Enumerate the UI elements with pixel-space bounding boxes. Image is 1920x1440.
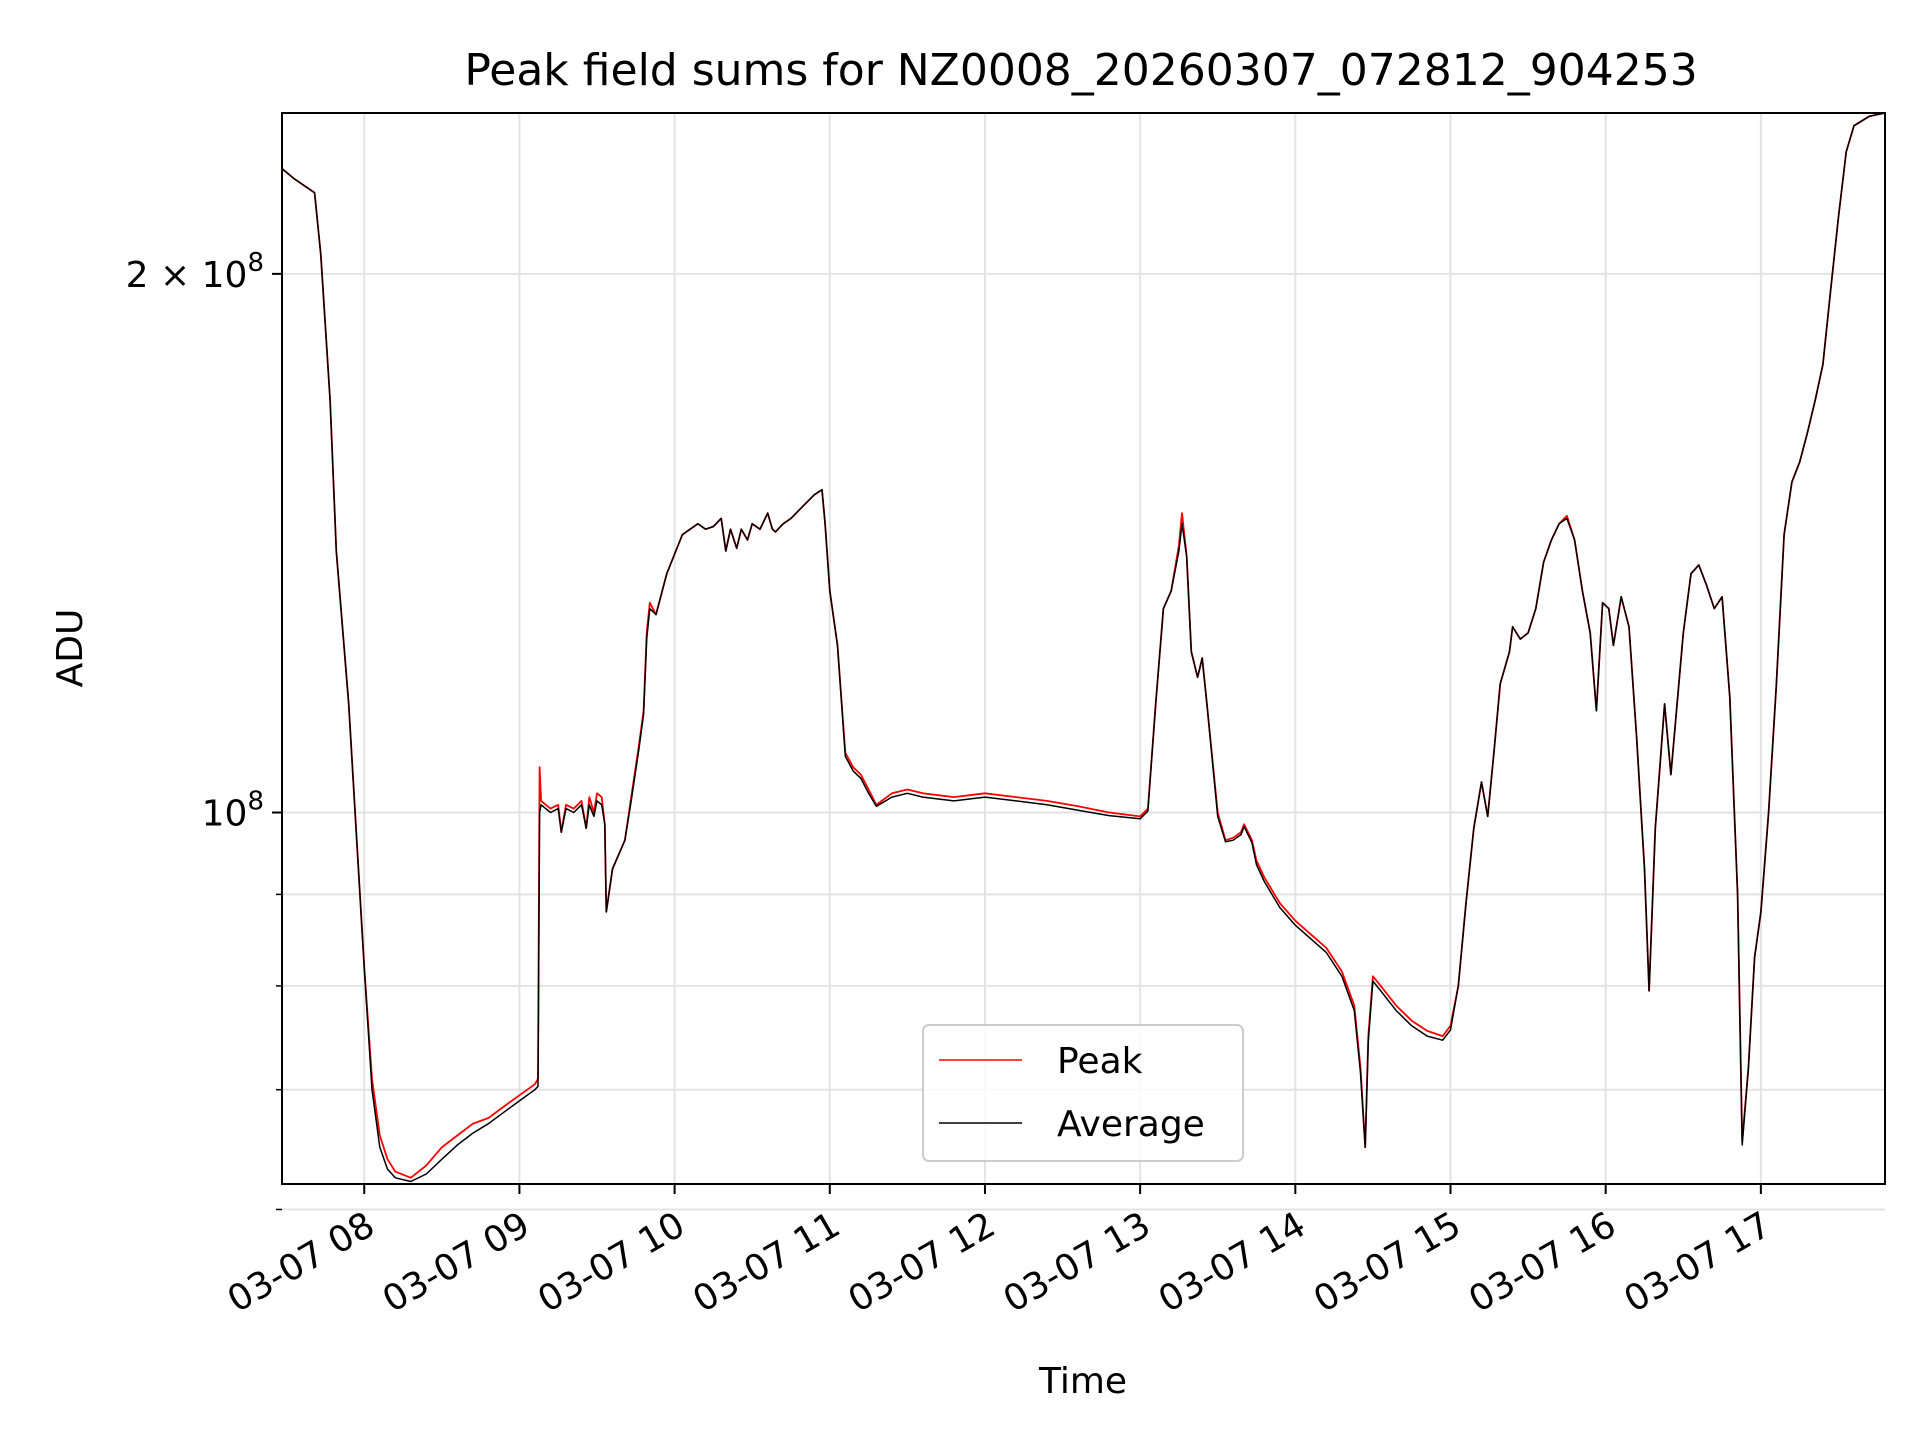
legend-box <box>922 1024 1244 1162</box>
legend: Peak Average <box>922 1024 1244 1162</box>
chart-title: Peak field sums for NZ0008_20260307_0728… <box>464 45 1697 96</box>
y-tick-label: 2 × 108 <box>126 248 264 296</box>
plot-series <box>282 113 1885 1183</box>
legend-label-average: Average <box>1057 1104 1205 1145</box>
plot-area-frame <box>281 112 1886 1185</box>
y-axis-label: ADU <box>50 609 91 688</box>
grid-lines <box>282 113 1885 1211</box>
series-line-average <box>282 113 1885 1183</box>
y-tick-label: 108 <box>202 787 264 835</box>
legend-label-peak: Peak <box>1057 1041 1143 1082</box>
x-axis-label: Time <box>1038 1361 1127 1402</box>
